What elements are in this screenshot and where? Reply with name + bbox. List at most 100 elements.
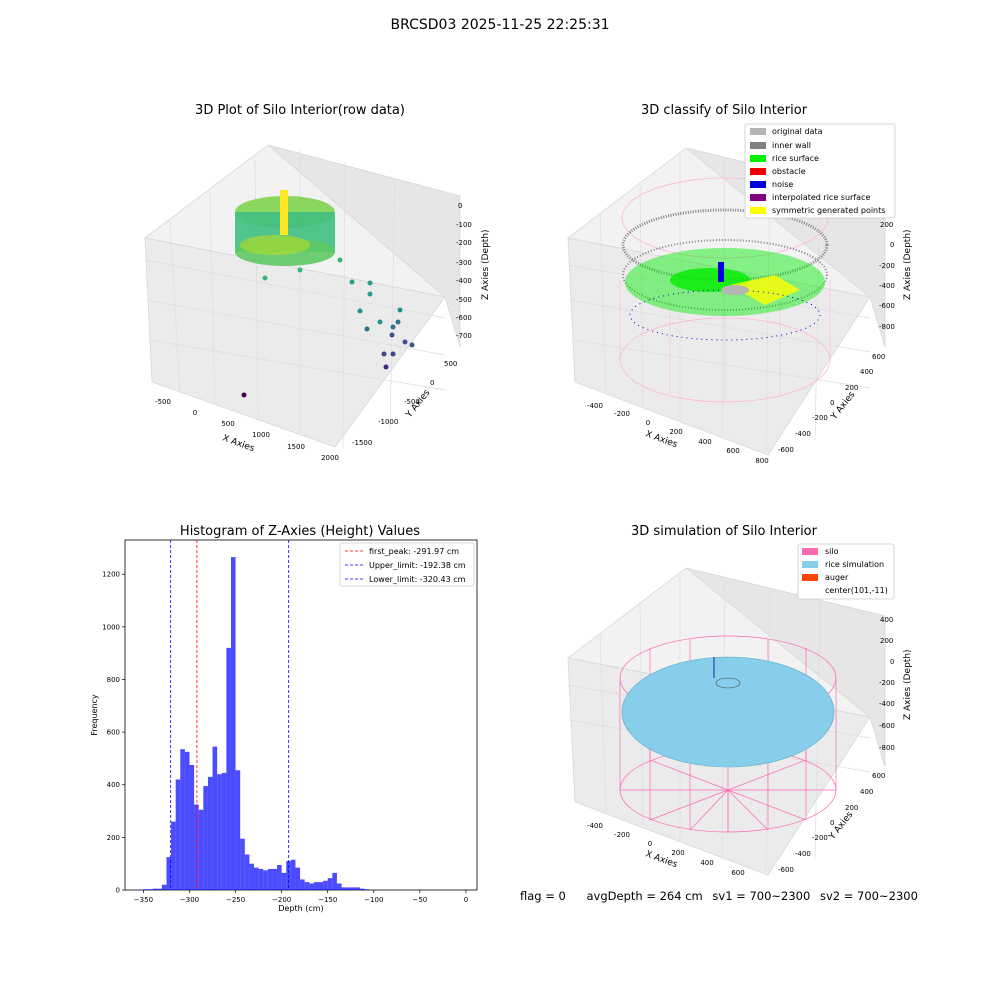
histogram-bar	[166, 857, 172, 890]
raw-plot-title: 3D Plot of Silo Interior(row data)	[195, 103, 405, 118]
simulation-z-tick: 200	[880, 637, 893, 645]
histogram-reference-lines	[170, 540, 290, 890]
raw-z-tick: -500	[456, 296, 472, 304]
classify-z-tick: -800	[879, 323, 895, 331]
classify-x-tick: -400	[587, 402, 603, 410]
classify-y-tick: 200	[845, 384, 858, 392]
histogram-bar	[175, 779, 181, 890]
classify-plot-title: 3D classify of Silo Interior	[640, 103, 808, 118]
simulation-legend: silo rice simulation auger center(101,-1…	[797, 543, 895, 600]
y-tick-label: 1200	[102, 571, 120, 579]
simulation-z-tick: -800	[879, 744, 895, 752]
x-tick-label: −100	[364, 896, 383, 904]
x-tick-label: −350	[134, 896, 153, 904]
histogram-bar	[157, 888, 162, 890]
histogram-chart: −350 −300 −250 −200 −150 −100 −50 0 0 200 400 600 8…	[90, 539, 478, 913]
legend-label: auger	[825, 573, 849, 582]
classify-scatter	[619, 177, 831, 403]
simulation-y-tick: 0	[830, 819, 834, 827]
classify-y-tick: 0	[830, 399, 834, 407]
histogram-bar	[263, 870, 268, 890]
raw-z-tick: -400	[456, 277, 472, 285]
simulation-y-tick: -400	[795, 850, 811, 858]
legend-label: Lower_limit: -320.43 cm	[369, 575, 466, 584]
classify-x-tick: 800	[755, 457, 768, 465]
histogram-bar	[221, 772, 227, 890]
histogram-bar	[327, 878, 333, 890]
histogram-bar	[235, 770, 241, 890]
histogram-bar	[207, 776, 213, 890]
classify-z-tick: -600	[879, 302, 895, 310]
legend-swatch-interpolated	[750, 194, 766, 201]
classify-legend: original data inner wall rice surface ob…	[744, 123, 896, 219]
simulation-right-pane	[685, 567, 886, 768]
histogram-bar	[323, 880, 328, 890]
raw-x-label: X Axies	[221, 433, 256, 454]
classify-x-tick: 400	[698, 438, 711, 446]
histogram-bar	[184, 751, 190, 890]
classify-z-tick: -400	[879, 282, 895, 290]
raw-x-tick: 1000	[252, 431, 270, 439]
raw-z-tick: -600	[456, 314, 472, 322]
classify-ticks: -400 -200 0 200 400 600 800 600 400 200 …	[587, 201, 895, 465]
histogram-bar	[304, 882, 310, 890]
histogram-bar	[212, 746, 218, 890]
histogram-bar	[309, 883, 314, 890]
simulation-rice-surface	[621, 656, 835, 768]
classify-3d-plot: -400 -200 0 200 400 600 800 600 400 200 …	[567, 123, 913, 465]
histogram-bar	[230, 557, 236, 890]
classify-x-tick: 600	[726, 447, 739, 455]
classify-z-tick: 0	[890, 241, 894, 249]
histogram-y-ticks: 0 200 400 600 800 1000 1200	[102, 571, 125, 895]
simulation-x-tick: 600	[731, 869, 744, 877]
histogram-bar	[277, 865, 282, 890]
y-tick-label: 800	[107, 676, 120, 684]
simulation-y-tick: 200	[845, 804, 858, 812]
legend-label: rice simulation	[825, 560, 884, 569]
y-tick-label: 400	[107, 781, 120, 789]
legend-label: interpolated rice surface	[772, 193, 870, 202]
legend-swatch-inner-wall	[750, 142, 766, 149]
histogram-bar	[203, 786, 208, 890]
histogram-x-label: Depth (cm)	[278, 904, 323, 913]
histogram-bar	[346, 887, 351, 890]
histogram-bar	[244, 854, 250, 890]
raw-z-tick: -300	[456, 259, 472, 267]
legend-label: original data	[772, 127, 823, 136]
legend-label: obstacle	[772, 167, 806, 176]
histogram-bar	[189, 765, 195, 890]
histogram-bar	[249, 863, 255, 890]
simulation-z-tick: -200	[879, 679, 895, 687]
simulation-x-tick: 200	[671, 849, 684, 857]
histogram-bar	[194, 804, 199, 890]
histogram-bar	[148, 889, 153, 890]
figure-title: BRCSD03 2025-11-25 22:25:31	[390, 17, 610, 33]
simulation-3d-plot: -400 -200 0 200 400 600 600 400 200 0 -2…	[567, 543, 913, 877]
classify-x-tick: -200	[614, 410, 630, 418]
simulation-z-label: Z Axies (Depth)	[903, 649, 913, 720]
simulation-z-tick: -400	[879, 700, 895, 708]
legend-swatch-silo	[802, 548, 818, 555]
flag-text: flag = 0	[520, 889, 566, 903]
histogram-bar	[240, 838, 245, 890]
x-tick-label: −50	[412, 896, 427, 904]
simulation-x-tick: -400	[587, 822, 603, 830]
legend-label: first_peak: -291.97 cm	[369, 547, 459, 556]
simulation-x-tick: 400	[700, 859, 713, 867]
raw-z-tick: -700	[456, 332, 472, 340]
histogram-bar	[198, 809, 204, 890]
histogram-bar	[152, 888, 158, 890]
histogram-bar	[180, 749, 185, 890]
histogram-bar	[143, 889, 149, 890]
classify-z-tick: -200	[879, 262, 895, 270]
histogram-bar	[281, 872, 287, 890]
histogram-title: Histogram of Z-Axies (Height) Values	[179, 524, 421, 539]
histogram-bar	[290, 859, 296, 890]
y-tick-label: 0	[116, 887, 120, 895]
histogram-bar	[295, 867, 301, 890]
histogram-x-ticks: −350 −300 −250 −200 −150 −100 −50 0	[134, 890, 468, 904]
histogram-bar	[161, 884, 167, 890]
histogram-y-label: Frequency	[90, 694, 99, 736]
classify-y-tick: 400	[860, 368, 873, 376]
y-tick-label: 600	[107, 729, 120, 737]
